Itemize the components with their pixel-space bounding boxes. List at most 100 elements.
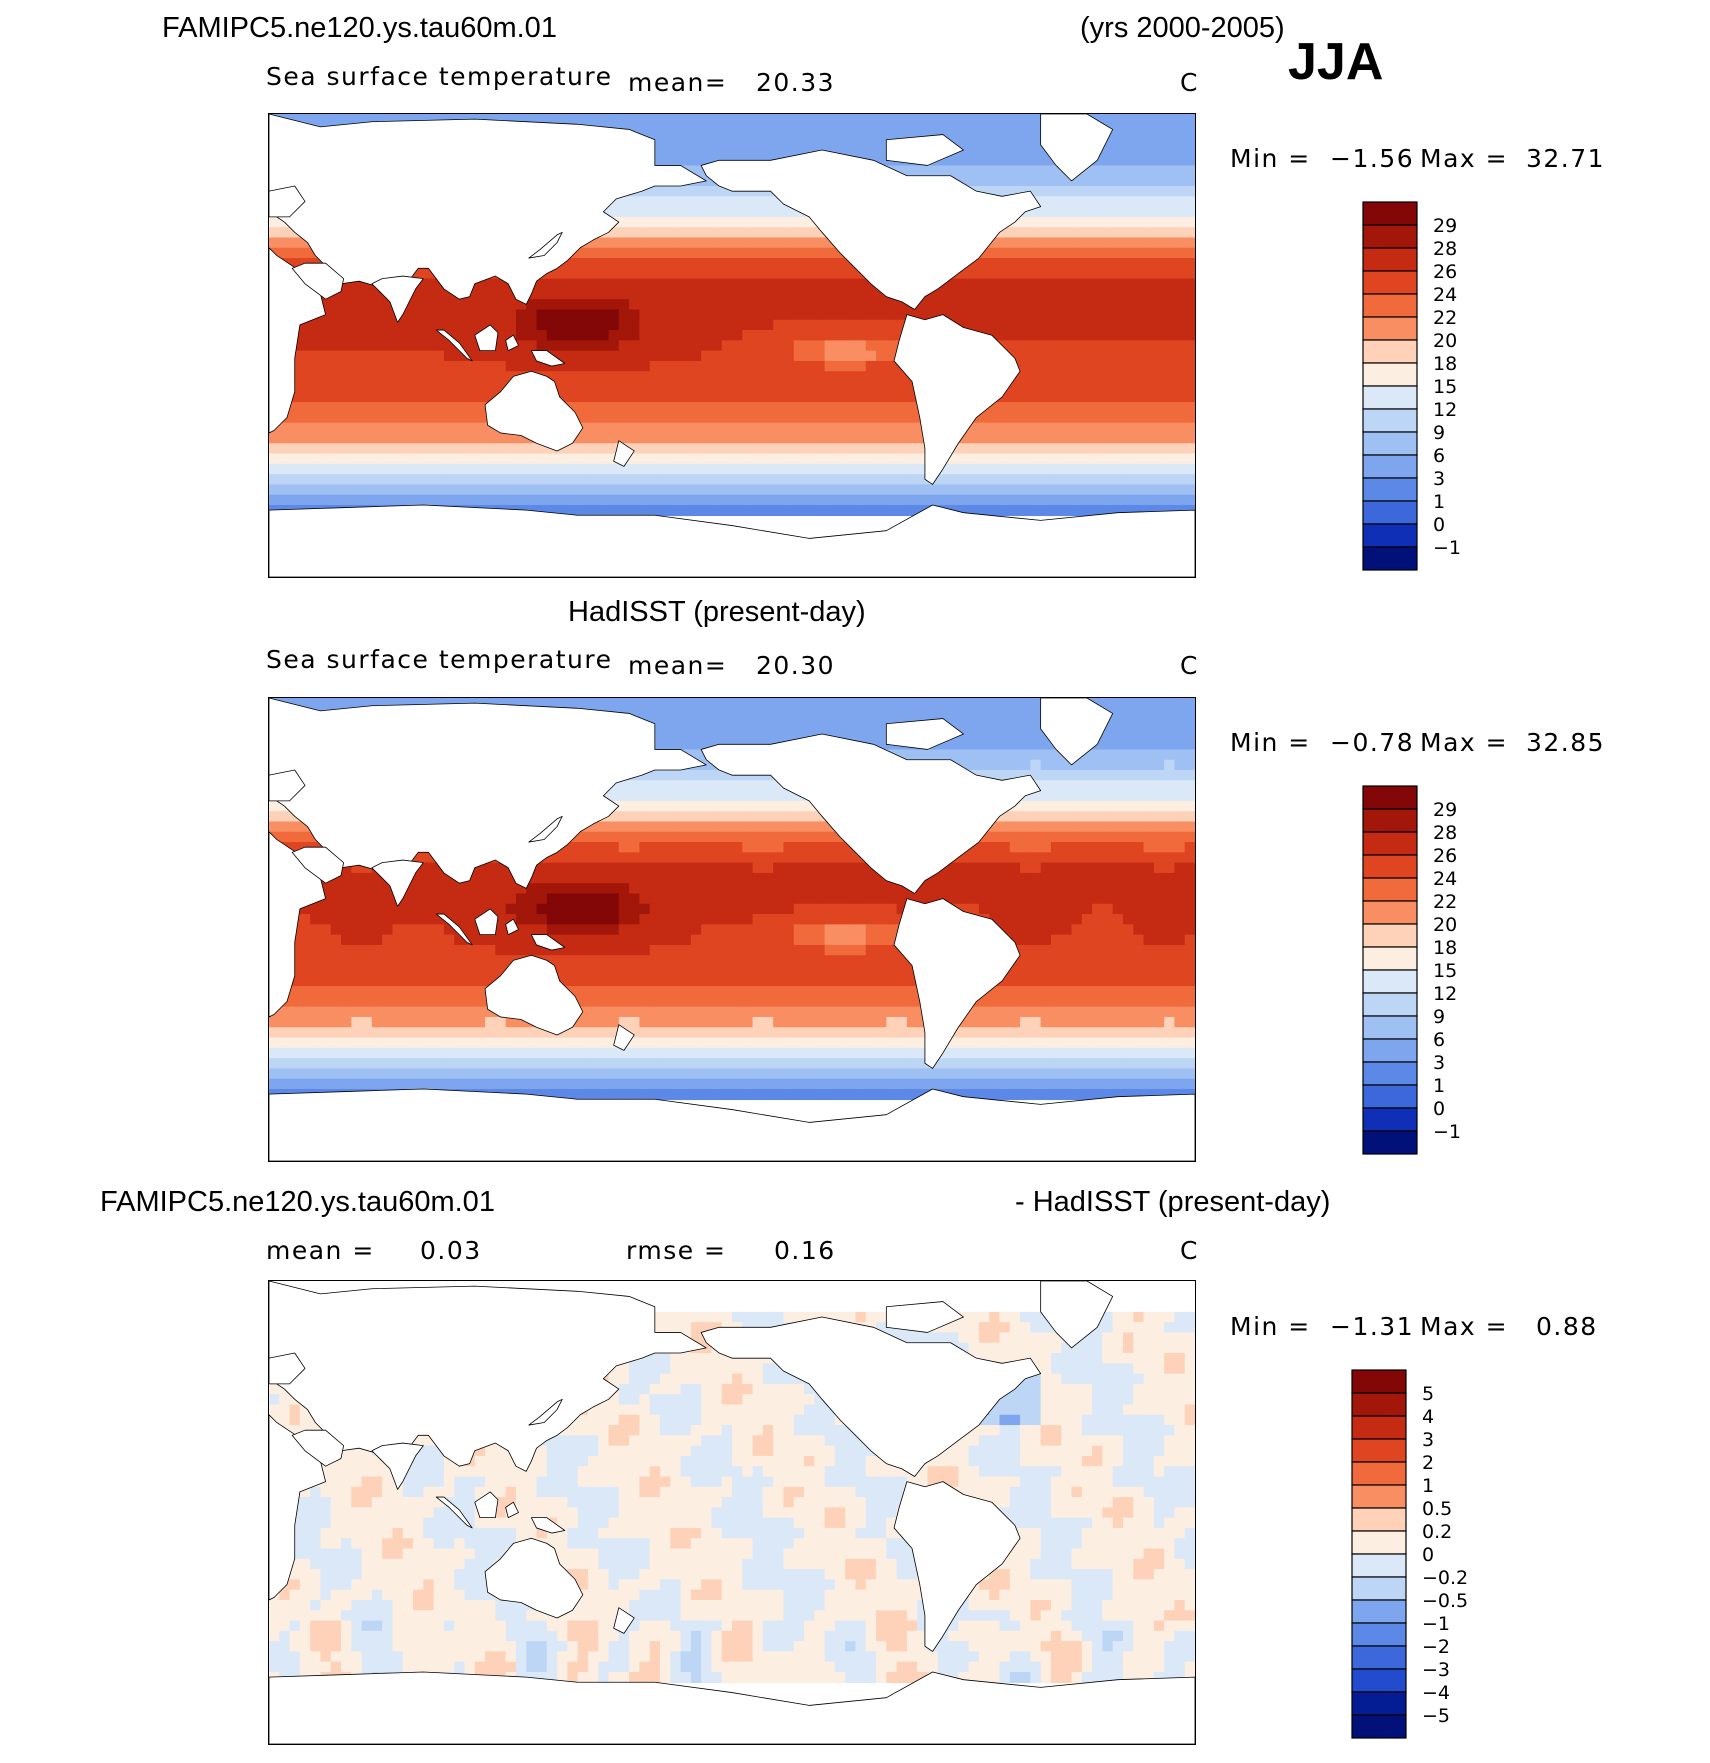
- field-cell: [1092, 412, 1104, 424]
- field-cell: [577, 268, 589, 280]
- field-cell: [608, 432, 620, 445]
- field-cell: [670, 371, 682, 383]
- field-cell: [1071, 821, 1083, 833]
- field-cell: [299, 371, 311, 383]
- field-cell: [269, 227, 281, 239]
- field-cell: [783, 474, 795, 486]
- field-cell: [1153, 299, 1165, 311]
- field-cell: [896, 422, 908, 434]
- field-cell: [1143, 770, 1155, 782]
- field-cell: [989, 821, 1001, 833]
- field-cell: [804, 412, 816, 424]
- field-cell: [1030, 134, 1042, 146]
- field-cell: [1061, 484, 1073, 496]
- field-cell: [1009, 432, 1021, 445]
- field-cell: [711, 800, 723, 812]
- land-polygon: [372, 276, 423, 322]
- field-cell: [495, 278, 507, 290]
- field-cell: [1030, 155, 1042, 167]
- field-cell: [948, 453, 960, 465]
- field-cell: [1071, 759, 1083, 771]
- field-cell: [1112, 842, 1124, 854]
- panel1-max-label: Max =: [1420, 144, 1509, 173]
- field-cell: [1112, 124, 1124, 136]
- field-cell: [978, 134, 990, 146]
- field-cell: [814, 453, 826, 465]
- field-cell: [1092, 811, 1104, 823]
- field-cell: [1143, 484, 1155, 496]
- field-cell: [402, 443, 414, 455]
- field-cell: [1081, 186, 1093, 198]
- field-cell: [876, 728, 888, 740]
- field-cell: [762, 790, 774, 802]
- field-cell: [1184, 800, 1195, 812]
- field-cell: [948, 165, 960, 177]
- field-cell: [927, 288, 939, 300]
- field-cell: [1009, 821, 1021, 833]
- field-cell: [721, 278, 733, 290]
- field-cell: [690, 728, 702, 740]
- field-cell: [289, 237, 301, 249]
- field-cell: [999, 453, 1011, 465]
- field-cell: [1184, 831, 1195, 843]
- field-cell: [690, 821, 702, 833]
- field-cell: [1164, 831, 1176, 843]
- field-cell: [793, 360, 805, 372]
- field-cell: [485, 422, 497, 434]
- land-polygon: [701, 150, 1041, 309]
- field-cell: [1061, 432, 1073, 445]
- field-cell: [690, 463, 702, 475]
- field-cell: [680, 718, 692, 730]
- field-cell: [392, 484, 404, 496]
- field-cell: [855, 371, 867, 383]
- field-cell: [320, 484, 332, 496]
- field-cell: [618, 391, 630, 403]
- field-cell: [711, 728, 723, 740]
- field-cell: [690, 790, 702, 802]
- field-cell: [649, 494, 661, 506]
- field-cell: [485, 391, 497, 403]
- field-cell: [1153, 247, 1165, 259]
- field-cell: [989, 504, 1001, 517]
- field-cell: [701, 268, 713, 280]
- field-cell: [773, 718, 785, 730]
- field-cell: [1143, 504, 1155, 517]
- field-cell: [351, 463, 363, 475]
- field-cell: [978, 124, 990, 136]
- field-cell: [762, 402, 774, 414]
- field-cell: [1133, 402, 1145, 414]
- field-cell: [742, 371, 754, 383]
- field-cell: [1040, 381, 1052, 393]
- field-cell: [999, 278, 1011, 290]
- field-cell: [1020, 299, 1032, 311]
- field-cell: [1164, 155, 1176, 167]
- field-cell: [639, 227, 651, 239]
- field-cell: [649, 381, 661, 393]
- field-cell: [690, 739, 702, 751]
- field-cell: [978, 474, 990, 486]
- field-cell: [1112, 247, 1124, 259]
- field-cell: [711, 268, 723, 280]
- field-cell: [721, 330, 733, 342]
- field-cell: [320, 371, 332, 383]
- field-cell: [351, 381, 363, 393]
- field-cell: [1009, 494, 1021, 506]
- field-cell: [382, 402, 394, 414]
- field-cell: [1184, 134, 1195, 146]
- field-cell: [804, 432, 816, 445]
- field-cell: [1174, 360, 1186, 372]
- field-cell: [341, 402, 353, 414]
- field-cell: [1050, 790, 1063, 802]
- field-cell: [341, 114, 353, 126]
- field-cell: [783, 309, 795, 321]
- field-cell: [608, 299, 620, 311]
- field-cell: [906, 698, 918, 710]
- field-cell: [546, 474, 558, 486]
- field-cell: [1009, 831, 1021, 843]
- field-cell: [1164, 268, 1176, 280]
- field-cell: [618, 350, 630, 362]
- field-cell: [834, 381, 846, 393]
- field-cell: [978, 504, 990, 517]
- field-cell: [1133, 216, 1145, 228]
- field-cell: [1164, 474, 1176, 486]
